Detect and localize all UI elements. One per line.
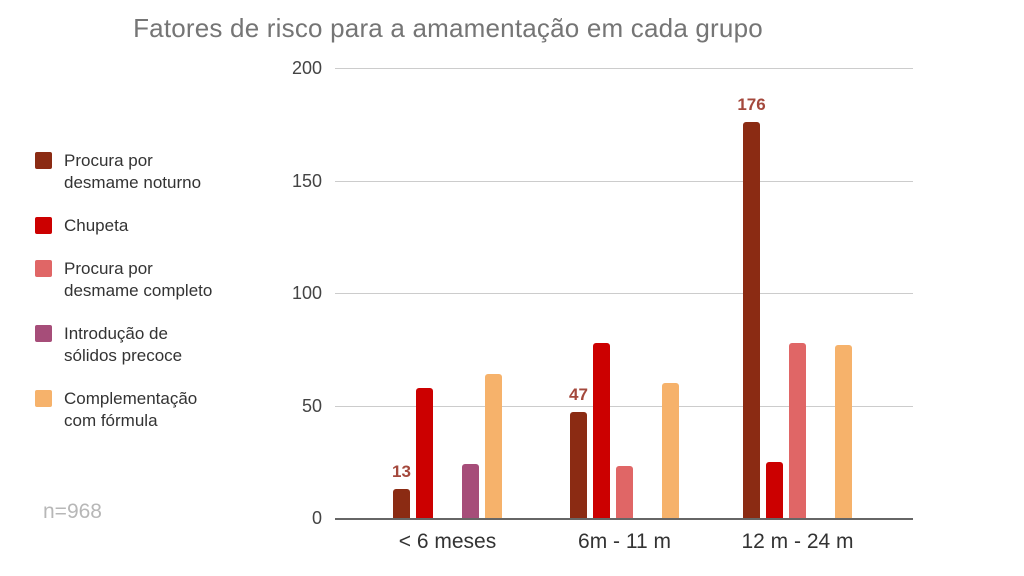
chart-title: Fatores de risco para a amamentação em c… [133, 13, 763, 43]
y-axis-tick-labels: 0 50 100 150 200 [258, 58, 322, 528]
bar-procura-por-desmame-completo-g2 [616, 466, 633, 518]
x-category-label-2: 6m - 11 m [578, 530, 671, 553]
gridline-200 [335, 68, 913, 69]
bar-chupeta-g3 [766, 461, 783, 518]
bar-slot-s4-g1 [462, 68, 479, 518]
plot-area: 13 < 6 meses 47 6m - 11 m 176 12 m - 24 m [335, 68, 913, 553]
bar-annotation-g2: 47 [569, 385, 588, 405]
bar-complementa-o-com-f-rmula-g2 [662, 383, 679, 518]
bar-procura-por-desmame-noturno-g3 [743, 122, 760, 518]
y-tick-label-200: 200 [291, 58, 322, 78]
legend-item-label: Procura por desmame completo [64, 259, 213, 300]
bar-slot-s4-g2 [639, 68, 656, 518]
bar-procura-por-desmame-completo-g3 [789, 342, 806, 518]
y-tick-label-0: 0 [311, 508, 322, 528]
bar-slot-s1-g2: 47 [569, 68, 588, 518]
bar-chupeta-g1 [416, 387, 433, 518]
legend: Procura por desmame noturno Chupeta Procura… [35, 150, 275, 453]
bar-slot-s5-g3 [835, 68, 852, 518]
legend-swatch-icon [35, 325, 52, 342]
legend-swatch-icon [35, 152, 52, 169]
bar-slot-s1-g3: 176 [737, 68, 766, 518]
bar-slot-s3-g2 [616, 68, 633, 518]
bar-group-2: 47 [569, 68, 679, 518]
gridline-50 [335, 405, 913, 407]
gridline-100 [335, 293, 913, 294]
bar-slot-s3-g3 [789, 68, 806, 518]
legend-item-label: Procura por desmame noturno [64, 151, 202, 192]
legend-swatch-icon [35, 390, 52, 407]
bar-slot-s2-g3 [766, 68, 783, 518]
bar-slot-s2-g2 [593, 68, 610, 518]
bar-procura-por-desmame-noturno-g2 [570, 412, 587, 518]
bar-slot-s2-g1 [416, 68, 433, 518]
bar-complementa-o-com-f-rmula-g3 [835, 344, 852, 518]
x-category-label-1: < 6 meses [398, 530, 497, 553]
x-category-label-3: 12 m - 24 m [741, 530, 854, 553]
legend-swatch-icon [35, 217, 52, 234]
sample-size-note: n=968 [43, 500, 102, 523]
bar-complementa-o-com-f-rmula-g1 [485, 374, 502, 518]
bar-slot-s4-g3 [812, 68, 829, 518]
bar-chupeta-g2 [593, 342, 610, 518]
y-tick-label-100: 100 [291, 283, 322, 303]
bar-slot-s5-g1 [485, 68, 502, 518]
legend-item-procura-por-desmame-noturno: Procura por desmame noturno [35, 150, 275, 194]
legend-item-label: Chupeta [64, 216, 129, 235]
bar-annotation-g1: 13 [392, 461, 411, 481]
bar-group-3: 176 [737, 68, 852, 518]
legend-item-chupeta: Chupeta [35, 215, 275, 237]
bar-introdu-o-de-s-lidos-precoce-g1 [462, 464, 479, 518]
bar-slot-s1-g1: 13 [392, 68, 411, 518]
bar-slot-s5-g2 [662, 68, 679, 518]
legend-item-procura-por-desmame-completo: Procura por desmame completo [35, 258, 275, 302]
gridline-150 [335, 180, 913, 182]
bar-procura-por-desmame-noturno-g1 [393, 488, 410, 518]
y-tick-label-150: 150 [291, 170, 322, 191]
legend-swatch-icon [35, 260, 52, 277]
y-tick-label-50: 50 [301, 395, 322, 416]
legend-item-label: Introdução de sólidos precoce [64, 324, 183, 365]
legend-item-introdu-o-de-s-lidos-precoce: Introdução de sólidos precoce [35, 323, 275, 367]
legend-item-complementa-o-com-f-rmula: Complementação com fórmula [35, 388, 275, 432]
legend-item-label: Complementação com fórmula [64, 389, 198, 430]
bar-slot-s3-g1 [439, 68, 456, 518]
bar-group-1: 13 [392, 68, 502, 518]
bar-annotation-g3: 176 [737, 95, 766, 114]
